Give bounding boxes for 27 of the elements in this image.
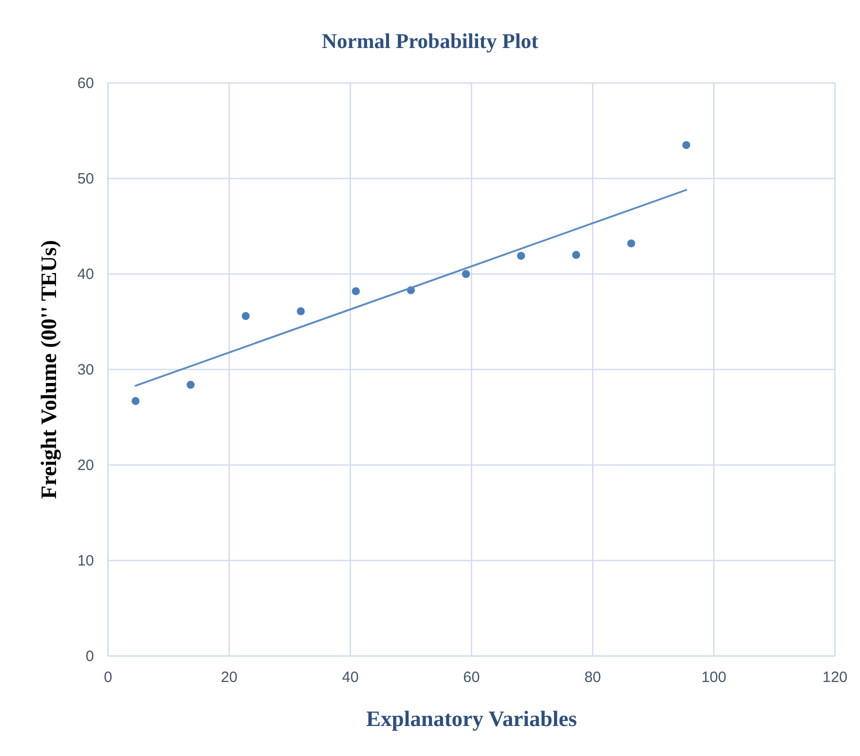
y-axis-title: Freight Volume (00'' TEUs) [36, 240, 61, 499]
y-tick-label: 10 [77, 552, 94, 570]
y-tick-label: 40 [77, 266, 94, 283]
point [296, 307, 305, 316]
point [682, 141, 690, 150]
x-axis-title: Explanatory Variables [366, 706, 578, 731]
x-tick-label: 120 [822, 669, 848, 686]
y-tick-label: 0 [86, 648, 94, 665]
y-tick-label: 50 [77, 170, 94, 188]
x-tick-label: 100 [701, 669, 726, 686]
x-tick-label: 40 [342, 669, 359, 686]
point [352, 287, 360, 296]
y-tick-label: 30 [77, 362, 94, 378]
x-tick-label: 0 [104, 669, 112, 686]
y-tick-label: 20 [77, 457, 94, 474]
point [186, 380, 195, 389]
y-tick-label: 60 [77, 75, 94, 92]
point [242, 312, 250, 320]
x-tick-label: 60 [463, 669, 480, 686]
point [517, 252, 526, 260]
x-tick-label: 20 [220, 669, 238, 686]
point [572, 250, 580, 259]
point [132, 397, 140, 405]
chart-title: Normal Probability Plot [322, 29, 538, 53]
x-tick-label: 80 [584, 669, 602, 686]
point [462, 270, 470, 278]
point [627, 239, 636, 248]
